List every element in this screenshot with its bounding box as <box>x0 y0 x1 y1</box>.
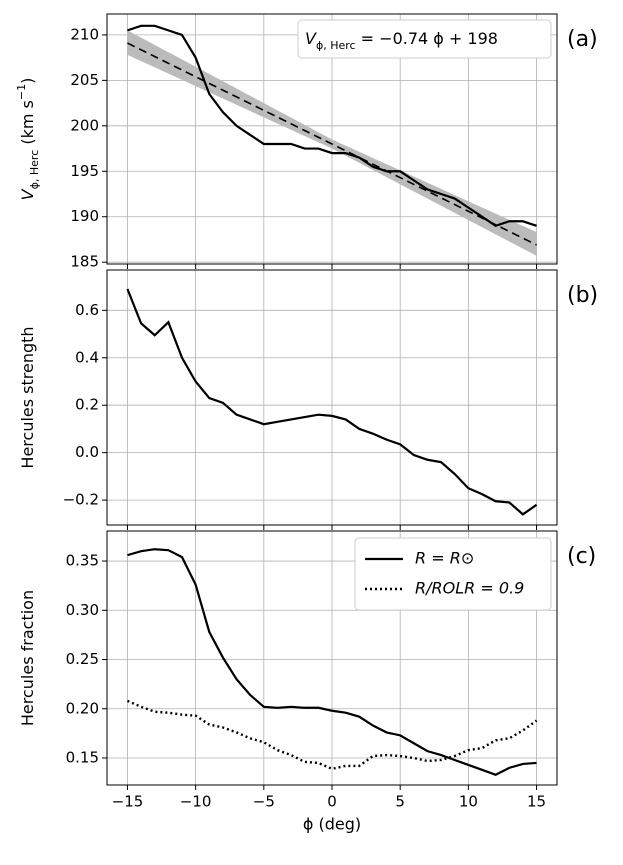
legend-label: R = R⊙ <box>415 549 474 568</box>
label-part: V <box>305 29 317 48</box>
x-tick-label: 0 <box>327 793 337 811</box>
series-line <box>127 548 537 776</box>
confidence-band <box>127 30 537 256</box>
label-part: −1 <box>15 84 28 100</box>
series-line <box>127 42 537 246</box>
y-tick-label: 0.25 <box>66 650 99 668</box>
y-tick-label: 0.35 <box>66 552 99 570</box>
x-tick-label: −10 <box>180 793 212 811</box>
label-part: ϕ, Herc <box>316 39 356 52</box>
y-tick-label: −0.2 <box>63 491 99 509</box>
panel-label: (c) <box>567 544 596 569</box>
x-tick-label: 10 <box>459 793 478 811</box>
label-part: Hercules strength <box>18 326 37 468</box>
annotation: Vϕ, Herc = −0.74 ϕ + 198 <box>305 29 498 52</box>
x-axis-label: ϕ (deg) <box>303 815 361 834</box>
y-tick-label: 0.4 <box>75 348 99 366</box>
y-axis-label: Vϕ, Herc (km s−1) <box>15 78 41 201</box>
y-tick-label: 185 <box>70 253 99 271</box>
axes-frame <box>106 13 558 265</box>
y-tick-label: 0.15 <box>66 749 99 767</box>
series-line <box>126 288 538 516</box>
label-part: Hercules fraction <box>18 590 37 726</box>
series-line <box>126 699 538 771</box>
panel-label: (a) <box>567 27 598 52</box>
y-axis-label: Hercules fraction <box>18 590 37 726</box>
label-part: = −0.74 ϕ + 198 <box>356 29 498 48</box>
y-tick-label: 210 <box>70 25 99 43</box>
annotation-box <box>297 19 552 59</box>
series-line <box>127 24 537 228</box>
y-tick-label: 190 <box>70 207 99 225</box>
y-tick-label: 0.2 <box>75 396 99 414</box>
axes-frame <box>106 269 558 526</box>
legend-box <box>354 537 552 611</box>
y-tick-label: 0.6 <box>75 301 99 319</box>
y-tick-label: 0.0 <box>75 443 99 461</box>
legend-label: R/ROLR = 0.9 <box>415 579 524 598</box>
x-tick-label: −5 <box>253 793 275 811</box>
x-tick-label: −15 <box>112 793 144 811</box>
x-tick-label: 5 <box>395 793 405 811</box>
label-part: (km s <box>18 100 37 150</box>
y-tick-label: 195 <box>70 162 99 180</box>
label-part: ϕ, Herc <box>28 150 41 190</box>
label-part: ) <box>18 78 37 84</box>
y-axis-label: Hercules strength <box>18 326 37 468</box>
panel-label: (b) <box>567 283 598 308</box>
y-tick-label: 200 <box>70 116 99 134</box>
label-part: V <box>18 188 37 200</box>
y-tick-label: 0.30 <box>66 601 99 619</box>
axes-frame <box>106 530 558 786</box>
x-tick-label: 15 <box>527 793 546 811</box>
y-tick-label: 205 <box>70 71 99 89</box>
y-tick-label: 0.20 <box>66 699 99 717</box>
